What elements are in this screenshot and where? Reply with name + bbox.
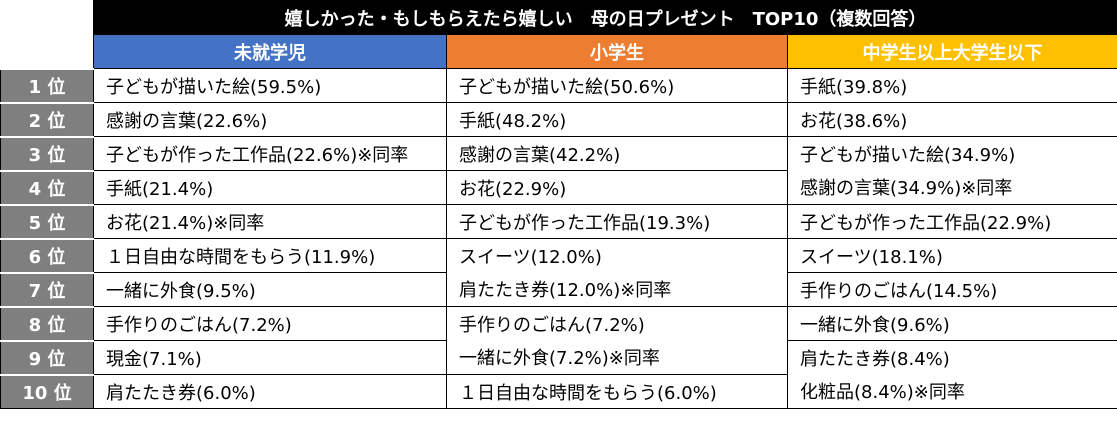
column-header-junior-high-to-university: 中学生以上大学生以下	[786, 34, 1117, 69]
table-row: 6 位 １日自由な時間をもらう(11.9%) スイーツ(12.0%) スイーツ(…	[0, 237, 1117, 273]
preschool-item: お花(21.4%)※同率	[93, 204, 447, 239]
elementary-item: 肩たたき券(12.0%)※同率	[446, 272, 788, 307]
junior-high-item: お花(38.6%)	[786, 102, 1117, 137]
rank-label: 9 位	[0, 339, 94, 375]
rank-label: 10 位	[0, 373, 94, 409]
rank-label: 3 位	[0, 135, 94, 171]
junior-high-item: スイーツ(18.1%)	[786, 238, 1117, 273]
ranking-table: 嬉しかった・もしもらえたら嬉しい 母の日プレゼント TOP10（複数回答） 未就…	[0, 0, 1117, 409]
rank-label: 1 位	[0, 67, 94, 103]
preschool-item: 手作りのごはん(7.2%)	[93, 306, 447, 341]
title-row: 嬉しかった・もしもらえたら嬉しい 母の日プレゼント TOP10（複数回答）	[0, 0, 1117, 35]
junior-high-item: 化粧品(8.4%)※同率	[786, 374, 1117, 409]
preschool-item: 感謝の言葉(22.6%)	[93, 102, 447, 137]
column-header-elementary: 小学生	[446, 34, 788, 69]
elementary-item: 感謝の言葉(42.2%)	[446, 136, 788, 171]
preschool-item: 一緒に外食(9.5%)	[93, 272, 447, 307]
junior-high-item: 手紙(39.8%)	[786, 68, 1117, 103]
rank-label: 8 位	[0, 305, 94, 341]
elementary-item: 子どもが描いた絵(50.6%)	[446, 68, 788, 103]
elementary-item: 子どもが作った工作品(19.3%)	[446, 204, 788, 239]
table-row: 7 位 一緒に外食(9.5%) 肩たたき券(12.0%)※同率 手作りのごはん(…	[0, 271, 1117, 307]
table-row: 10 位 肩たたき券(6.0%) １日自由な時間をもらう(6.0%) 化粧品(8…	[0, 373, 1117, 409]
rank-label: 5 位	[0, 203, 94, 239]
column-header-preschool: 未就学児	[93, 34, 447, 69]
elementary-item: スイーツ(12.0%)	[446, 238, 788, 273]
preschool-item: 肩たたき券(6.0%)	[93, 374, 447, 409]
junior-high-item: 肩たたき券(8.4%)	[786, 340, 1117, 375]
junior-high-item: 手作りのごはん(14.5%)	[786, 272, 1117, 307]
junior-high-item: 子どもが作った工作品(22.9%)	[786, 204, 1117, 239]
table-row: 4 位 手紙(21.4%) お花(22.9%) 感謝の言葉(34.9%)※同率	[0, 169, 1117, 205]
rank-label: 2 位	[0, 101, 94, 137]
table-row: 9 位 現金(7.1%) 一緒に外食(7.2%)※同率 肩たたき券(8.4%)	[0, 339, 1117, 375]
table-row: 2 位 感謝の言葉(22.6%) 手紙(48.2%) お花(38.6%)	[0, 101, 1117, 137]
corner-blank	[0, 0, 94, 35]
rank-label: 7 位	[0, 271, 94, 307]
junior-high-item: 感謝の言葉(34.9%)※同率	[786, 170, 1117, 205]
elementary-item: 手作りのごはん(7.2%)	[446, 306, 788, 341]
table-row: 3 位 子どもが作った工作品(22.6%)※同率 感謝の言葉(42.2%) 子ど…	[0, 135, 1117, 171]
header-row: 未就学児 小学生 中学生以上大学生以下	[0, 34, 1117, 69]
preschool-item: 子どもが描いた絵(59.5%)	[93, 68, 447, 103]
table-row: 8 位 手作りのごはん(7.2%) 手作りのごはん(7.2%) 一緒に外食(9.…	[0, 305, 1117, 341]
table-row: 1 位 子どもが描いた絵(59.5%) 子どもが描いた絵(50.6%) 手紙(3…	[0, 67, 1117, 103]
junior-high-item: 子どもが描いた絵(34.9%)	[786, 136, 1117, 171]
junior-high-item: 一緒に外食(9.6%)	[786, 306, 1117, 341]
elementary-item: １日自由な時間をもらう(6.0%)	[446, 374, 788, 409]
preschool-item: 現金(7.1%)	[93, 340, 447, 375]
corner-blank	[0, 34, 94, 69]
rank-label: 4 位	[0, 169, 94, 205]
table-row: 5 位 お花(21.4%)※同率 子どもが作った工作品(19.3%) 子どもが作…	[0, 203, 1117, 239]
rank-label: 6 位	[0, 237, 94, 273]
preschool-item: 手紙(21.4%)	[93, 170, 447, 205]
table-title: 嬉しかった・もしもらえたら嬉しい 母の日プレゼント TOP10（複数回答）	[92, 0, 1117, 35]
elementary-item: 手紙(48.2%)	[446, 102, 788, 137]
elementary-item: お花(22.9%)	[446, 170, 788, 205]
elementary-item: 一緒に外食(7.2%)※同率	[446, 340, 788, 375]
preschool-item: 子どもが作った工作品(22.6%)※同率	[93, 136, 447, 171]
preschool-item: １日自由な時間をもらう(11.9%)	[93, 238, 447, 273]
